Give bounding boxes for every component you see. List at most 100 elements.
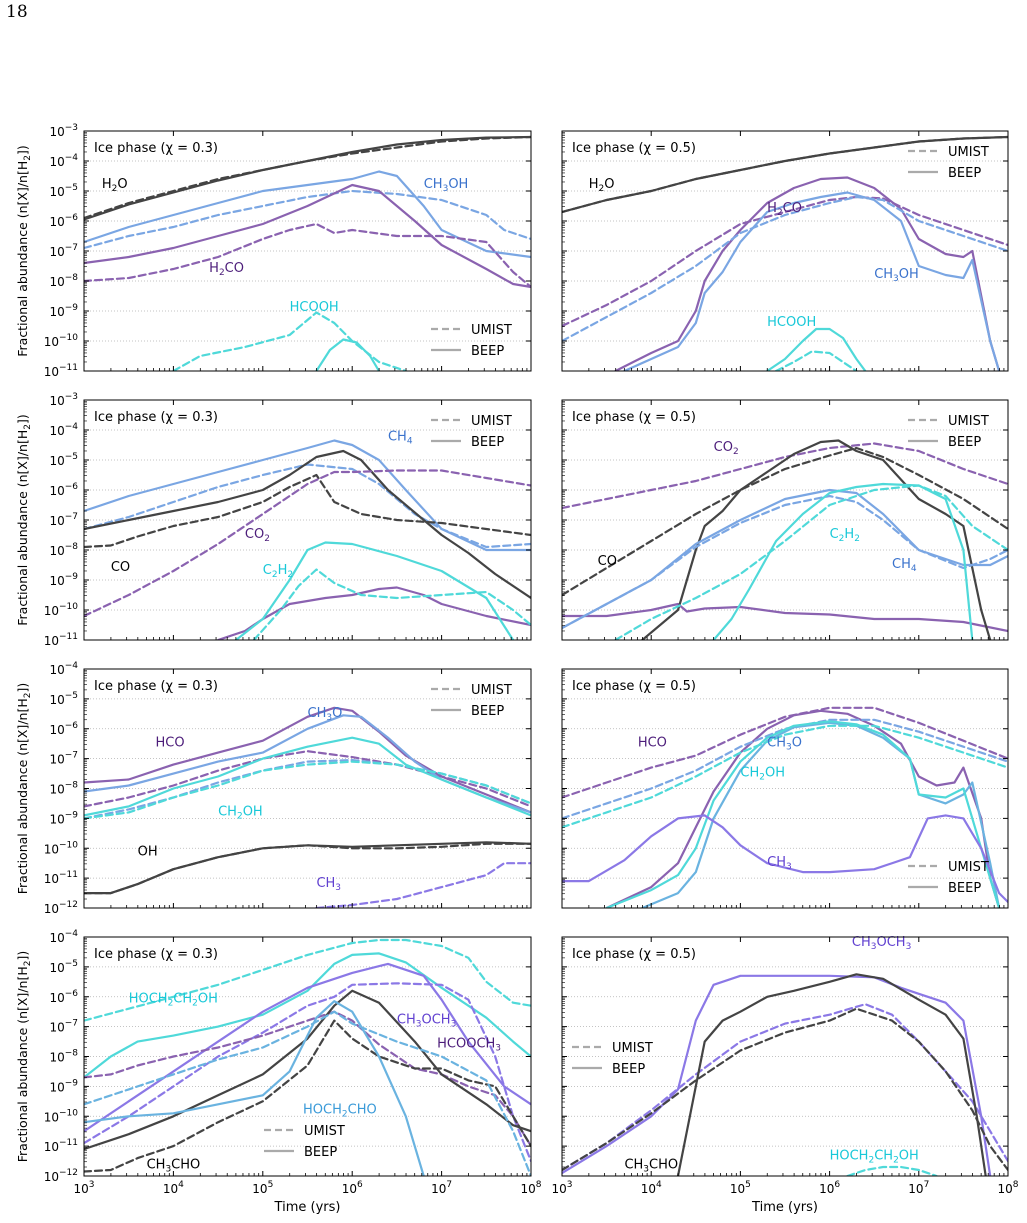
series-line	[84, 952, 531, 1079]
legend: UMIST BEEP	[908, 414, 989, 450]
panel-6: HCO CH3O CH2OH CH3 Ice phase (χ = 0.5) UMIST B…	[561, 668, 1009, 909]
plot-frame	[83, 399, 532, 641]
panel-title: Ice phase (χ = 0.3)	[94, 947, 218, 962]
x-axis-label: Time (yrs)	[751, 1200, 818, 1215]
series-line	[84, 760, 531, 820]
series-line	[562, 494, 1008, 630]
y-tick-label: 10−9	[49, 572, 78, 588]
x-tick-label: 105	[730, 1180, 751, 1196]
series-line	[562, 195, 1008, 343]
legend: UMIST BEEP	[908, 145, 989, 181]
series-line	[315, 862, 531, 908]
series-label: CH4	[388, 430, 413, 447]
series-line	[614, 484, 1008, 640]
panel-1: H2O CH3OH H2CO HCOOH Ice phase (χ = 0.3) 10−1…	[15, 123, 532, 379]
series-label: CH4	[892, 557, 917, 574]
x-tick-label: 105	[252, 1180, 273, 1196]
series-line	[676, 973, 987, 1176]
series-line	[84, 962, 531, 1133]
series-label: CH3CHO	[147, 1158, 201, 1175]
series-label: H2CO	[209, 261, 244, 278]
series-label: HOCH2CHO	[303, 1102, 377, 1119]
y-tick-label: 10−7	[49, 751, 78, 767]
y-tick-label: 10−9	[49, 1078, 78, 1094]
y-tick-label: 10−11	[44, 632, 78, 648]
series-line	[84, 189, 531, 250]
y-axis-label: Fractional abundance (n[X]/n[H2])	[15, 683, 33, 895]
series-line	[252, 568, 531, 640]
y-tick-label: 10−11	[44, 1138, 78, 1154]
y-tick-label: 10−7	[49, 512, 78, 528]
y-axis-label: Fractional abundance (n[X]/n[H2])	[15, 951, 33, 1163]
series-label: CH2OH	[740, 766, 785, 783]
y-tick-label: 10−8	[49, 542, 78, 558]
panel-4: CO2 CO CH4 C2H2 Ice phase (χ = 0.5) UMIST BEEP	[561, 399, 1009, 641]
x-tick-label: 106	[819, 1180, 840, 1196]
series-label: HCO	[156, 736, 185, 751]
series-line	[84, 449, 531, 600]
series-label: CH2OH	[218, 804, 263, 821]
legend-umist: UMIST	[948, 145, 989, 160]
series-line	[562, 1003, 1008, 1172]
series-line	[605, 720, 1001, 908]
series-line	[84, 473, 531, 549]
series-label: HCOOH	[290, 300, 339, 315]
series-label: CH3OCH3	[852, 935, 911, 952]
x-tick-label: 104	[163, 1180, 184, 1196]
page-number: 18	[6, 2, 28, 22]
legend-umist: UMIST	[471, 323, 512, 338]
legend-umist: UMIST	[948, 860, 989, 875]
y-tick-label: 10−3	[49, 123, 78, 139]
series-line	[172, 311, 407, 371]
series-label: HOCH2CH2OH	[830, 1149, 919, 1166]
series-label: CH3O	[767, 736, 802, 753]
y-tick-label: 10−3	[49, 392, 78, 408]
series-line	[84, 1019, 531, 1173]
legend-beep: BEEP	[471, 704, 504, 719]
series-line	[562, 1007, 1008, 1172]
series-label: CH3OH	[874, 267, 919, 284]
series-label: C2H2	[263, 563, 293, 580]
series-label: H2O	[589, 177, 615, 194]
series-line	[84, 469, 531, 618]
series-label: H2O	[102, 177, 128, 194]
legend: UMIST BEEP	[908, 860, 989, 896]
y-tick-label: 10−6	[49, 213, 78, 229]
x-tick-label: 107	[908, 1180, 929, 1196]
series-line	[84, 135, 531, 221]
y-tick-label: 10−10	[44, 602, 79, 618]
series-line	[84, 170, 531, 259]
series-label: HOCH2CH2OH	[129, 992, 218, 1009]
series-label: HCOOH	[767, 315, 816, 330]
y-tick-label: 10−4	[49, 929, 78, 945]
series-line	[84, 463, 531, 549]
plot-frame	[83, 130, 532, 372]
y-tick-label: 10−7	[49, 243, 78, 259]
y-tick-label: 10−9	[49, 303, 78, 319]
y-tick-label: 10−4	[49, 422, 78, 438]
panel-title: Ice phase (χ = 0.3)	[94, 410, 218, 425]
series-label: OH	[138, 845, 158, 860]
series-label: CO	[598, 554, 617, 569]
series-line	[315, 338, 381, 371]
y-tick-label: 10−10	[44, 1108, 79, 1124]
series-line	[562, 724, 1008, 829]
y-tick-label: 10−5	[49, 183, 78, 199]
legend: UMIST BEEP	[431, 323, 512, 359]
legend-beep: BEEP	[948, 881, 981, 896]
y-tick-label: 10−6	[49, 482, 78, 498]
y-tick-label: 10−10	[44, 840, 79, 856]
series-label: CH3OCH3	[397, 1013, 456, 1030]
series-line	[562, 135, 1008, 214]
legend-umist: UMIST	[612, 1041, 653, 1056]
series-line	[562, 442, 1008, 510]
y-tick-label: 10−5	[49, 691, 78, 707]
x-tick-label: 103	[73, 1180, 94, 1196]
x-tick-label: 103	[551, 1180, 572, 1196]
series-line	[84, 1010, 531, 1148]
legend-umist: UMIST	[471, 683, 512, 698]
y-tick-label: 10−11	[44, 363, 78, 379]
y-tick-label: 10−4	[49, 153, 78, 169]
panel-7: HOCH2CH2OH CH3OCH3 HCOOCH3 CH3CHO HOCH2CHO Ic…	[15, 929, 542, 1215]
